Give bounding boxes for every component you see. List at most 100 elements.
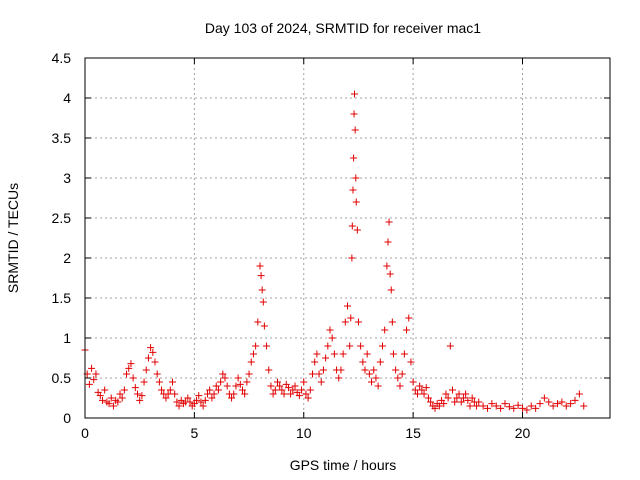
data-point (532, 404, 540, 412)
y-tick-label: 3 (63, 170, 71, 186)
data-point (129, 374, 137, 382)
data-point (214, 386, 222, 394)
data-point (405, 314, 413, 322)
y-tick-label: 2 (63, 250, 71, 266)
data-point (90, 376, 98, 384)
data-point (400, 350, 408, 358)
data-point (313, 350, 321, 358)
data-point (389, 350, 397, 358)
data-point (328, 334, 336, 342)
data-point (347, 314, 355, 322)
data-point (536, 400, 544, 408)
data-point (162, 394, 170, 402)
x-tick-label: 20 (515, 425, 531, 441)
data-point (197, 398, 205, 406)
data-point (208, 394, 216, 402)
data-point (361, 366, 369, 374)
data-point (295, 392, 303, 400)
data-point (383, 262, 391, 270)
y-tick-label: 0.5 (52, 370, 72, 386)
y-tick-label: 1.5 (52, 290, 72, 306)
data-point (204, 390, 211, 398)
data-point (241, 390, 249, 398)
data-point (403, 326, 411, 334)
data-point (193, 396, 201, 404)
y-tick-label: 3.5 (52, 130, 72, 146)
plot-frame (84, 57, 611, 419)
data-point (523, 406, 531, 414)
data-point (306, 386, 314, 394)
data-point (85, 380, 93, 388)
data-point (184, 394, 192, 402)
data-point (287, 390, 295, 398)
data-point (311, 358, 319, 366)
data-point (352, 198, 360, 206)
data-point (519, 404, 526, 412)
data-point (88, 364, 96, 372)
data-point (138, 392, 146, 400)
data-point (414, 390, 421, 398)
data-point (475, 398, 483, 406)
data-point (144, 354, 152, 362)
data-point (276, 382, 284, 390)
data-point (514, 401, 522, 409)
data-point (249, 350, 257, 358)
y-tick-label: 0 (63, 410, 71, 426)
data-point (348, 222, 356, 230)
data-point (134, 390, 141, 398)
grid-lines (85, 58, 610, 418)
data-point (127, 360, 135, 368)
data-point (464, 396, 472, 404)
data-point (384, 238, 392, 246)
x-tick-label: 15 (405, 425, 421, 441)
data-point (326, 326, 334, 334)
data-point (440, 400, 448, 408)
data-point (257, 272, 265, 280)
data-point (260, 322, 268, 330)
data-point (147, 344, 155, 352)
data-point (210, 390, 218, 398)
data-point (562, 402, 570, 410)
data-point (363, 350, 371, 358)
data-point (155, 378, 163, 386)
data-point (352, 174, 360, 182)
data-point (254, 318, 262, 326)
data-point (105, 400, 113, 408)
y-tick-label: 2.5 (52, 210, 72, 226)
data-point (228, 394, 236, 402)
axis-ticks: 0 5 10 15 20 0 0.5 1 1.5 2 2.5 3 3.5 4 4.5 (52, 50, 610, 441)
data-point (372, 374, 380, 382)
data-points (81, 90, 588, 414)
data-point (219, 370, 227, 378)
data-point (158, 386, 166, 394)
data-point (252, 342, 260, 350)
data-point (527, 402, 535, 410)
data-point (484, 404, 491, 412)
data-point (195, 392, 203, 400)
data-point (501, 400, 509, 408)
data-point (479, 402, 487, 410)
data-point (370, 366, 378, 374)
data-point (274, 378, 281, 386)
data-point (212, 382, 220, 390)
data-point (567, 400, 575, 408)
data-point (125, 364, 133, 372)
data-point (243, 378, 251, 386)
data-point (245, 370, 253, 378)
data-point (239, 386, 246, 394)
data-point (418, 386, 426, 394)
data-point (575, 390, 583, 398)
data-point (114, 398, 122, 406)
data-point (136, 396, 144, 404)
data-point (466, 402, 474, 410)
data-point (442, 390, 450, 398)
data-point (411, 386, 419, 394)
data-point (351, 126, 359, 134)
y-tick-label: 1 (63, 330, 71, 346)
data-point (302, 390, 310, 398)
data-point (309, 370, 316, 378)
data-point (330, 350, 338, 358)
data-point (459, 394, 467, 402)
data-point (427, 398, 435, 406)
